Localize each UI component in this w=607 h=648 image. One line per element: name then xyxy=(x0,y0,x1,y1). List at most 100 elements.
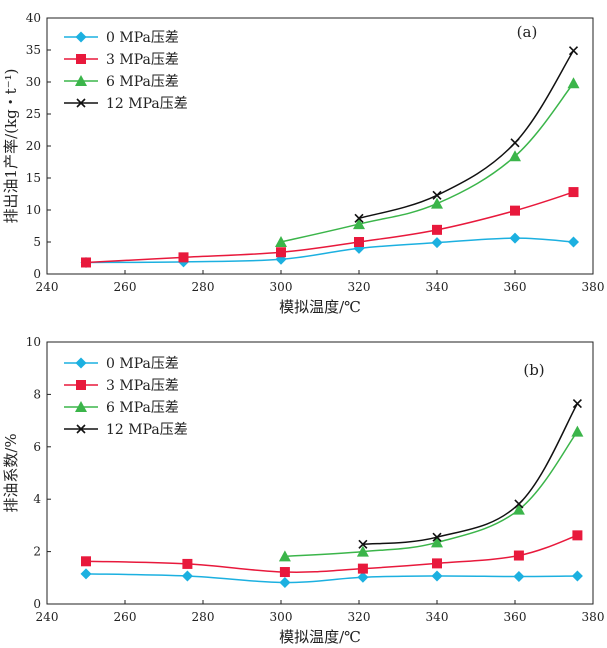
series-line xyxy=(362,403,579,546)
x-axis-title: 模拟温度/℃ xyxy=(279,298,361,316)
series-diamond xyxy=(80,568,583,589)
data-point xyxy=(357,571,369,583)
legend-label: 6 MPa压差 xyxy=(106,74,179,90)
data-point xyxy=(182,558,193,569)
data-point xyxy=(568,236,579,248)
plot-frame xyxy=(46,341,594,605)
legend-label: 3 MPa压差 xyxy=(106,378,179,394)
data-point xyxy=(356,545,369,557)
chart-b: 240 260 280 300 320 340 360 380 0 2 4 6 8 10 模拟温度/℃ 排油系… xyxy=(2,335,605,646)
x-tick-label: 280 xyxy=(192,280,215,294)
series-x xyxy=(358,399,582,549)
data-point xyxy=(276,247,286,258)
data-point xyxy=(81,257,91,268)
data-point xyxy=(509,150,521,162)
x-tick-label: 240 xyxy=(36,280,59,294)
data-point xyxy=(568,46,579,56)
y-tick-label: 10 xyxy=(26,203,41,217)
y-tick-label: 30 xyxy=(26,75,41,89)
data-point xyxy=(514,499,524,509)
data-point xyxy=(572,399,582,409)
legend-label: 12 MPa压差 xyxy=(106,96,188,112)
y-tick-label: 6 xyxy=(33,440,41,454)
series-line xyxy=(85,573,578,584)
legend-label: 12 MPa压差 xyxy=(106,422,188,438)
x-tick-label: 320 xyxy=(348,610,371,624)
data-point xyxy=(431,570,443,582)
data-point xyxy=(431,536,443,548)
x-tick-label: 360 xyxy=(504,280,527,294)
data-point xyxy=(432,532,442,542)
x-tick-label: 380 xyxy=(582,610,605,624)
data-point xyxy=(354,237,364,247)
y-tick-label: 4 xyxy=(33,492,41,506)
data-point xyxy=(568,187,579,198)
y-tick-label: 5 xyxy=(33,235,41,249)
data-point xyxy=(513,550,524,561)
series-line xyxy=(280,82,575,243)
data-point xyxy=(512,503,525,515)
chart-a: 240 260 280 300 320 340 360 380 0 5 10 15 20 25 30 35 40… xyxy=(2,11,604,316)
series-diamond xyxy=(80,232,579,268)
legend-marker xyxy=(76,98,86,108)
legend-marker xyxy=(75,75,87,86)
data-point xyxy=(513,570,525,582)
data-point xyxy=(353,218,365,230)
x-tick-label: 300 xyxy=(270,280,293,294)
legend-marker xyxy=(75,401,87,412)
data-point xyxy=(357,563,368,574)
data-point xyxy=(510,138,520,148)
data-point xyxy=(567,77,580,89)
y-tick-label: 35 xyxy=(26,43,41,57)
x-tick-label: 260 xyxy=(114,610,137,624)
x-tick-label: 300 xyxy=(270,610,293,624)
data-point xyxy=(81,556,91,567)
x-tick-label: 260 xyxy=(114,280,137,294)
data-point xyxy=(571,570,583,582)
y-axis-title: 排出油1产率/(kg・t⁻¹) xyxy=(2,69,20,224)
data-point xyxy=(278,550,291,562)
legend-marker xyxy=(76,424,86,434)
legend-label: 0 MPa压差 xyxy=(106,30,179,46)
legend-marker xyxy=(75,357,87,369)
data-point xyxy=(178,252,189,263)
y-tick-label: 10 xyxy=(26,335,41,349)
data-point xyxy=(509,232,521,244)
x-tick-label: 240 xyxy=(36,610,59,624)
data-point xyxy=(80,568,92,580)
y-tick-label: 15 xyxy=(26,171,41,185)
series-triangle xyxy=(275,77,580,247)
y-axis-title: 排油系数/% xyxy=(2,433,20,512)
data-point xyxy=(510,205,520,216)
series-line xyxy=(358,50,575,220)
y-tick-label: 40 xyxy=(26,11,41,25)
panel-label: (a) xyxy=(517,23,538,41)
data-point xyxy=(279,567,290,578)
y-tick-label: 8 xyxy=(33,387,41,401)
series-line xyxy=(284,431,579,558)
x-tick-label: 280 xyxy=(192,610,215,624)
data-point xyxy=(432,224,442,235)
y-tick-label: 0 xyxy=(33,267,41,281)
x-tick-label: 340 xyxy=(426,610,449,624)
y-tick-label: 20 xyxy=(26,139,41,153)
x-axis-title: 模拟温度/℃ xyxy=(279,628,361,646)
legend: 0 MPa压差 3 MPa压差 6 MPa压差 12 MPa压差 xyxy=(64,30,188,112)
y-tick-label: 25 xyxy=(26,107,41,121)
series-square xyxy=(81,530,583,578)
data-point xyxy=(431,237,443,249)
data-point xyxy=(358,539,368,549)
data-point xyxy=(279,577,291,589)
legend-label: 3 MPa压差 xyxy=(106,52,179,68)
legend-label: 6 MPa压差 xyxy=(106,400,179,416)
data-point xyxy=(571,425,584,437)
data-point xyxy=(432,558,442,569)
x-tick-label: 320 xyxy=(348,280,371,294)
legend: 0 MPa压差 3 MPa压差 6 MPa压差 12 MPa压差 xyxy=(64,356,188,438)
data-point xyxy=(354,213,364,223)
series-x xyxy=(354,46,579,223)
y-tick-label: 2 xyxy=(33,545,41,559)
data-point xyxy=(275,236,287,247)
data-point xyxy=(432,190,442,200)
